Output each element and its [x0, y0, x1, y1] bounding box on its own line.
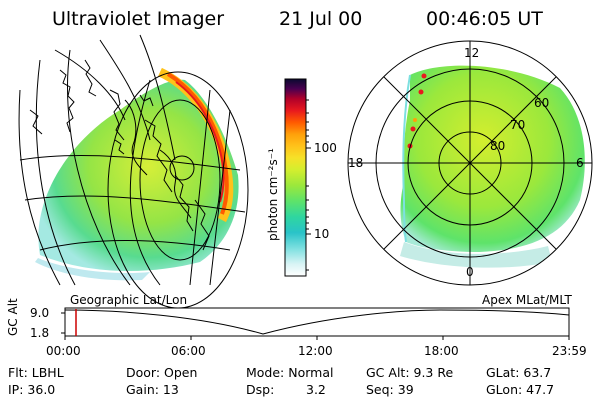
orbit-timeline: [61, 307, 570, 340]
geographic-label: Geographic Lat/Lon: [70, 293, 188, 307]
geographic-map: [18, 34, 249, 309]
mlt-label-12: 12: [464, 46, 480, 60]
mlt-label-0: 0: [466, 265, 474, 279]
glat-label: GLat: 63.7: [486, 365, 552, 380]
timeline-xtick-1200: 12:00: [298, 344, 333, 358]
aurora-emission-right: [400, 65, 585, 252]
gain-label: Gain: 13: [126, 382, 179, 397]
lat-label-60: 60: [534, 96, 550, 110]
colorbar-label: photon cm⁻²s⁻¹: [266, 148, 280, 241]
mlt-label-6: 6: [576, 156, 584, 170]
dsp-value: 3.2: [306, 382, 326, 397]
polar-plot: [347, 40, 593, 286]
timeline-xtick-1800: 18:00: [424, 344, 459, 358]
seq-label: Seq: 39: [366, 382, 414, 397]
timeline-ytick-1-8: 1.8: [30, 326, 50, 340]
timeline-xtick-0000: 00:00: [46, 344, 81, 358]
filter-label: Flt: LBHL: [8, 365, 64, 380]
gc-alt-label: GC Alt: 9.3 Re: [366, 365, 454, 380]
mlt-label-18: 18: [348, 156, 364, 170]
timeline-ylabel: GC Alt: [6, 298, 20, 336]
lat-label-80: 80: [490, 139, 506, 153]
mode-label: Mode: Normal: [246, 365, 334, 380]
timeline-xtick-0600: 06:00: [171, 344, 206, 358]
lat-label-70: 70: [510, 118, 526, 132]
apex-label: Apex MLat/MLT: [482, 293, 572, 307]
colorbar-scale: [284, 78, 307, 277]
door-status: Door: Open: [126, 365, 198, 380]
colorbar-tick-10: 10: [314, 227, 330, 241]
dsp-label: Dsp:: [246, 382, 275, 397]
app-title: Ultraviolet Imager: [52, 8, 225, 30]
gc-altitude-curve: [64, 309, 570, 335]
timeline-ytick-9: 9.0: [30, 306, 50, 320]
aurora-fringe-left: [35, 258, 150, 281]
colorbar: [284, 78, 311, 277]
timeline-xtick-2359: 23:59: [552, 344, 587, 358]
time-label: 00:46:05 UT: [426, 8, 543, 30]
date-label: 21 Jul 00: [279, 8, 363, 30]
ip-label: IP: 36.0: [8, 382, 56, 397]
colorbar-tick-100: 100: [314, 141, 337, 155]
glon-label: GLon: 47.7: [486, 382, 555, 397]
